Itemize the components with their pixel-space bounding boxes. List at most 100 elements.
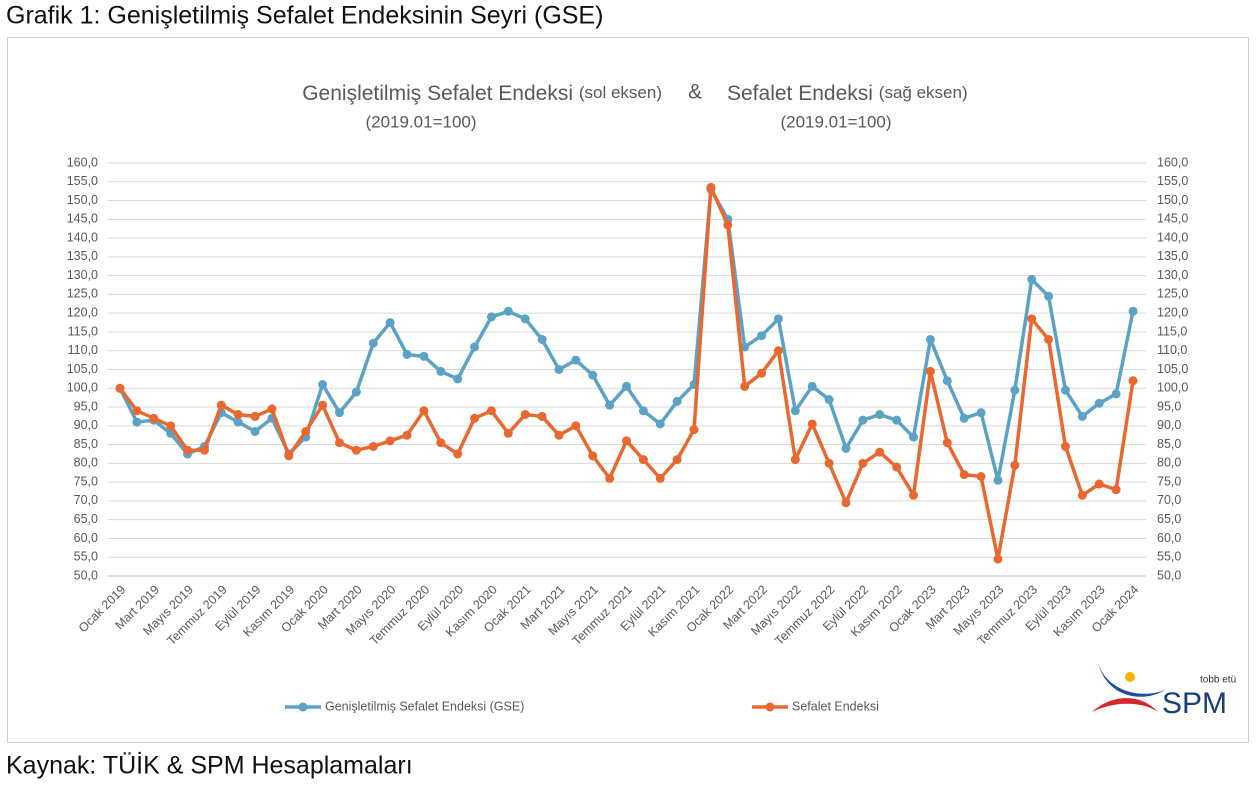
point [284, 451, 294, 461]
point [605, 400, 615, 410]
y-tick-label: 95,0 [74, 399, 98, 413]
y-tick-label: 50,0 [74, 568, 98, 582]
point [402, 430, 412, 440]
point [605, 473, 615, 483]
y-tick-label: 115,0 [68, 324, 98, 338]
legend-label: Sefalet Endeksi [792, 699, 879, 713]
point [250, 411, 260, 421]
y-tick-label: 140,0 [67, 230, 98, 244]
y-tick-label: 80,0 [74, 456, 98, 470]
point [419, 406, 429, 416]
y2-tick-label: 105,0 [1157, 362, 1188, 376]
y-tick-label: 85,0 [74, 437, 98, 451]
logo-dot [1125, 672, 1135, 682]
point [571, 421, 581, 431]
logo-swoosh-blue [1098, 662, 1165, 697]
point [824, 458, 834, 468]
point [537, 334, 547, 344]
point [1044, 334, 1054, 344]
y2-tick-label: 160,0 [1157, 155, 1188, 169]
y2-tick-label: 55,0 [1157, 550, 1181, 564]
point [250, 426, 260, 436]
point [1010, 460, 1020, 470]
y-tick-label: 130,0 [67, 268, 98, 282]
y-tick-label: 110,0 [68, 343, 98, 357]
logo-swoosh-red [1092, 698, 1158, 712]
point [976, 408, 986, 418]
point [909, 432, 919, 442]
point [638, 406, 648, 416]
title-joiner: & [688, 81, 702, 104]
y2-tick-label: 85,0 [1157, 437, 1181, 451]
page-header: Grafik 1: Genişletilmiş Sefalet Endeksin… [6, 2, 603, 30]
point [1027, 314, 1037, 324]
point [841, 498, 851, 508]
point [622, 436, 631, 446]
subtitle-left: (2019.01=100) [365, 112, 476, 131]
point [1128, 306, 1138, 316]
y-tick-label: 90,0 [74, 418, 98, 432]
point [1044, 291, 1054, 301]
point [267, 404, 277, 414]
y2-tick-label: 100,0 [1157, 381, 1188, 395]
point [368, 338, 378, 348]
point [942, 438, 952, 448]
y-tick-label: 120,0 [67, 305, 98, 319]
point [959, 470, 969, 480]
point [875, 447, 885, 457]
y2-tick-label: 150,0 [1157, 193, 1188, 207]
point [132, 406, 142, 416]
legend-marker [765, 702, 775, 712]
legend-label: Genişletilmiş Sefalet Endeksi (GSE) [325, 699, 524, 713]
y-tick-label: 155,0 [67, 174, 98, 188]
point [723, 220, 733, 230]
point [318, 380, 328, 390]
y-tick-label: 55,0 [74, 550, 98, 564]
title-left-note: (sol eksen) [579, 83, 662, 102]
point [689, 425, 699, 435]
point [334, 438, 344, 448]
y2-tick-label: 75,0 [1157, 474, 1181, 488]
point [132, 417, 142, 427]
title-right-note: (sağ eksen) [879, 83, 968, 102]
title-right-main: Sefalet Endeksi [727, 82, 873, 105]
point [959, 413, 969, 423]
point [301, 426, 311, 436]
point [1077, 490, 1087, 500]
point [1077, 411, 1087, 421]
point [622, 381, 631, 391]
point [166, 421, 176, 431]
point [115, 383, 125, 393]
point [757, 368, 767, 378]
title-left: Genişletilmiş Sefalet Endeksi (sol eksen… [302, 82, 662, 105]
y2-tick-label: 125,0 [1157, 287, 1188, 301]
point [351, 387, 361, 397]
point [993, 475, 1003, 485]
logo-small: tobb etü [1200, 675, 1236, 686]
point [199, 445, 209, 455]
point [385, 318, 395, 328]
y2-tick-label: 50,0 [1157, 568, 1181, 582]
point [925, 334, 935, 344]
point [773, 346, 783, 356]
point [925, 366, 935, 376]
point [554, 365, 564, 374]
point [233, 417, 243, 427]
y-tick-label: 100,0 [67, 381, 98, 395]
point [1094, 398, 1104, 408]
point [790, 406, 800, 416]
y2-tick-label: 120,0 [1157, 305, 1188, 319]
point [706, 182, 716, 192]
y-tick-label: 105,0 [67, 362, 98, 376]
point [655, 473, 665, 483]
logo: tobb etü SPM [1092, 662, 1236, 720]
y-tick-label: 75,0 [74, 474, 98, 488]
point [773, 314, 783, 324]
y-tick-label: 135,0 [67, 249, 98, 263]
point [1027, 274, 1037, 284]
point [1111, 485, 1121, 495]
point [638, 455, 648, 465]
point [470, 342, 480, 352]
point [841, 443, 851, 453]
